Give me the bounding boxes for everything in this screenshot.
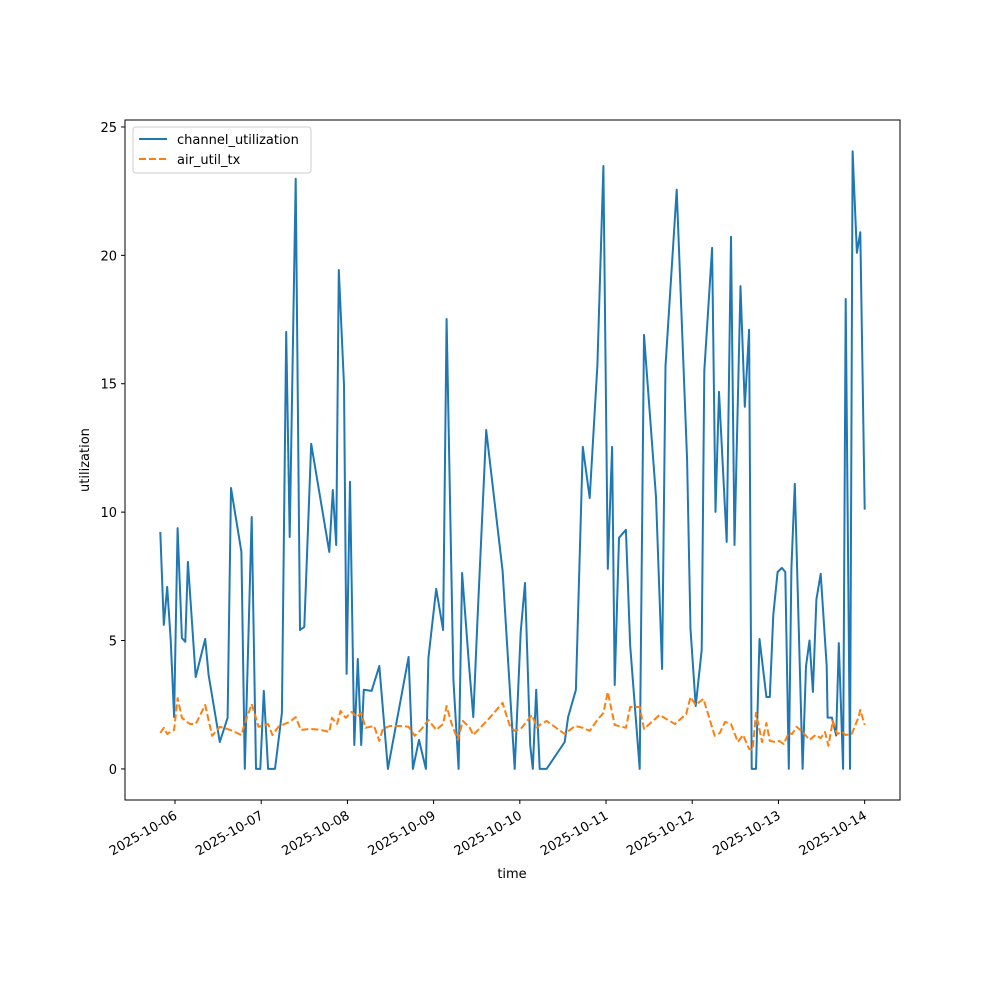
y-axis: 0 5 10 15 20 25: [100, 121, 125, 778]
y-axis-label: utilization: [78, 428, 93, 492]
series-line-channel-utilization: [159, 150, 866, 770]
legend-box: [132, 126, 312, 174]
legend-label-air-util-tx: air_util_tx: [177, 153, 241, 168]
y-tick-label: 10: [100, 506, 117, 521]
legend-label-channel-utilization: channel_utilization: [177, 133, 299, 148]
series-layer: [159, 150, 866, 770]
axes-frame: [124, 119, 901, 801]
legend: channel_utilization air_util_tx: [132, 126, 312, 174]
y-tick-label: 25: [100, 121, 117, 136]
y-tick-label: 5: [109, 635, 117, 650]
y-tick-label: 20: [100, 249, 117, 264]
y-tick-label: 15: [100, 378, 117, 393]
series-line-air-util-tx: [159, 690, 866, 751]
y-tick-label: 0: [109, 763, 117, 778]
x-axis-label: time: [497, 867, 526, 882]
